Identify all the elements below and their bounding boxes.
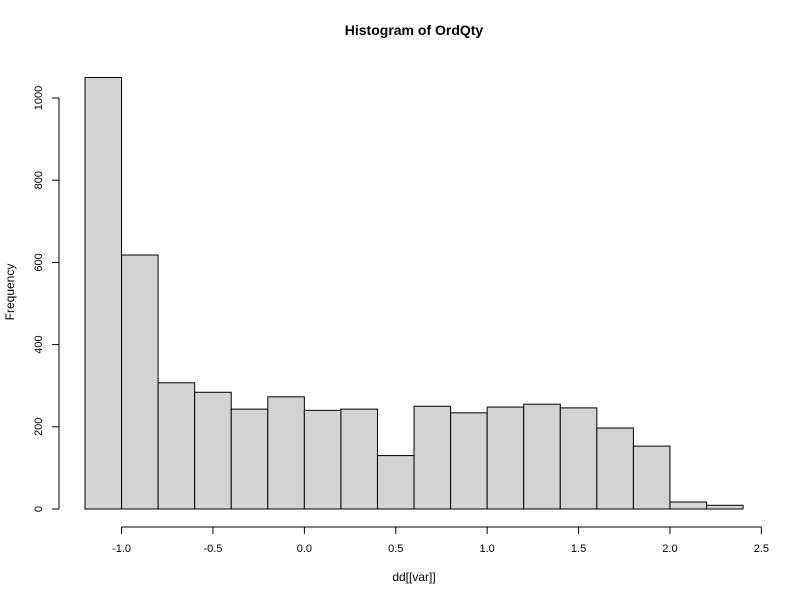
histogram-bar: [669, 501, 708, 510]
histogram-bar: [596, 427, 634, 510]
histogram-bar: [706, 504, 744, 510]
x-tick-label: 2.0: [662, 543, 677, 555]
y-tick-label: 0: [33, 506, 45, 512]
histogram-bar: [303, 409, 342, 510]
chart-title: Histogram of OrdQty: [345, 22, 484, 38]
x-axis-label: dd[[var]]: [392, 570, 435, 584]
histogram-bar: [84, 76, 123, 510]
histogram-bar: [632, 445, 671, 510]
x-tick-label: -0.5: [203, 543, 222, 555]
histogram-bar: [121, 254, 159, 510]
x-tick-label: 0.0: [297, 543, 312, 555]
x-tick-label: 2.5: [754, 543, 769, 555]
y-tick-label: 200: [33, 418, 45, 436]
histogram-bar: [194, 391, 232, 510]
x-tick-label: 1.0: [480, 543, 495, 555]
histogram-bar: [413, 405, 452, 510]
y-axis: 0 200 400 600 800 1000: [33, 86, 60, 512]
histogram-bar: [230, 408, 269, 510]
histogram-bar: [559, 407, 598, 510]
histogram-bar: [486, 406, 525, 510]
x-axis: -1.0 -0.5 0.0 0.5 1.0 1.5 2.0 2.5: [112, 526, 769, 555]
histogram-bar: [376, 455, 415, 510]
y-tick-label: 400: [33, 335, 45, 353]
x-tick-label: 1.5: [571, 543, 586, 555]
histogram-bar: [450, 412, 488, 510]
bars-group: [84, 76, 744, 510]
y-axis-label: Frequency: [3, 264, 17, 321]
y-tick-label: 1000: [33, 86, 45, 110]
histogram-bar: [267, 396, 305, 510]
y-tick-label: 800: [33, 171, 45, 189]
x-tick-label: 0.5: [388, 543, 403, 555]
x-tick-label: -1.0: [112, 543, 131, 555]
histogram-bar: [340, 408, 378, 510]
histogram-bar: [157, 382, 196, 510]
y-tick-label: 600: [33, 253, 45, 271]
histogram-bar: [523, 403, 561, 510]
